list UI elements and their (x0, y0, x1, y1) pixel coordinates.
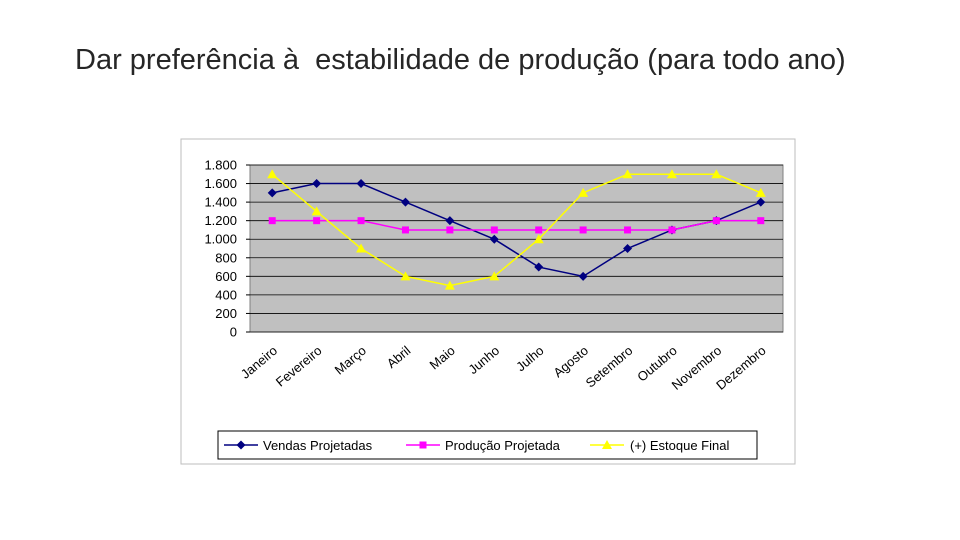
data-point (578, 271, 588, 281)
data-point (400, 197, 410, 207)
series-line (271, 173, 762, 287)
data-point (712, 217, 720, 225)
data-point (666, 169, 677, 179)
legend-marker (236, 440, 246, 450)
data-point (356, 179, 366, 189)
y-tick-label: 1.200 (204, 213, 237, 228)
legend-box (217, 430, 758, 460)
legend-label: Vendas Projetadas (263, 438, 373, 453)
data-point (578, 187, 589, 197)
data-point (755, 187, 766, 197)
y-tick-label: 1.600 (204, 176, 237, 191)
legend-label: Produção Projetada (445, 438, 561, 453)
data-point (401, 226, 409, 234)
data-point (357, 217, 365, 225)
y-tick-label: 1.000 (204, 232, 237, 247)
data-point (489, 234, 499, 244)
data-point (711, 169, 722, 179)
y-tick-label: 0 (230, 325, 237, 340)
data-point (622, 169, 633, 179)
data-point (579, 226, 587, 234)
data-point (490, 226, 498, 234)
y-tick-label: 800 (215, 250, 237, 265)
y-tick-label: 600 (215, 269, 237, 284)
data-point (267, 169, 278, 179)
data-point (668, 226, 676, 234)
data-point (534, 262, 544, 272)
data-point (535, 226, 543, 234)
y-tick-label: 400 (215, 287, 237, 302)
data-point (757, 217, 765, 225)
legend-label: (+) Estoque Final (630, 438, 729, 453)
data-point (445, 216, 455, 226)
data-point (312, 179, 322, 189)
y-tick-label: 1.400 (204, 195, 237, 210)
data-point (268, 217, 276, 225)
data-point (444, 280, 455, 290)
series-line (272, 219, 761, 231)
data-point (267, 188, 277, 198)
data-point (313, 217, 321, 225)
slide-title: Dar preferência à estabilidade de produç… (75, 44, 846, 76)
data-point (446, 226, 454, 234)
legend-marker (602, 440, 612, 449)
y-tick-label: 200 (215, 306, 237, 321)
data-point (756, 197, 766, 207)
data-point (400, 271, 411, 281)
plot-area (249, 164, 784, 333)
data-point (356, 243, 367, 253)
data-point (623, 244, 633, 253)
data-point (311, 206, 322, 216)
data-point (624, 226, 632, 234)
data-point (489, 271, 500, 281)
data-point (533, 234, 544, 244)
legend-marker (419, 441, 427, 449)
y-tick-label: 1.800 (204, 158, 237, 173)
